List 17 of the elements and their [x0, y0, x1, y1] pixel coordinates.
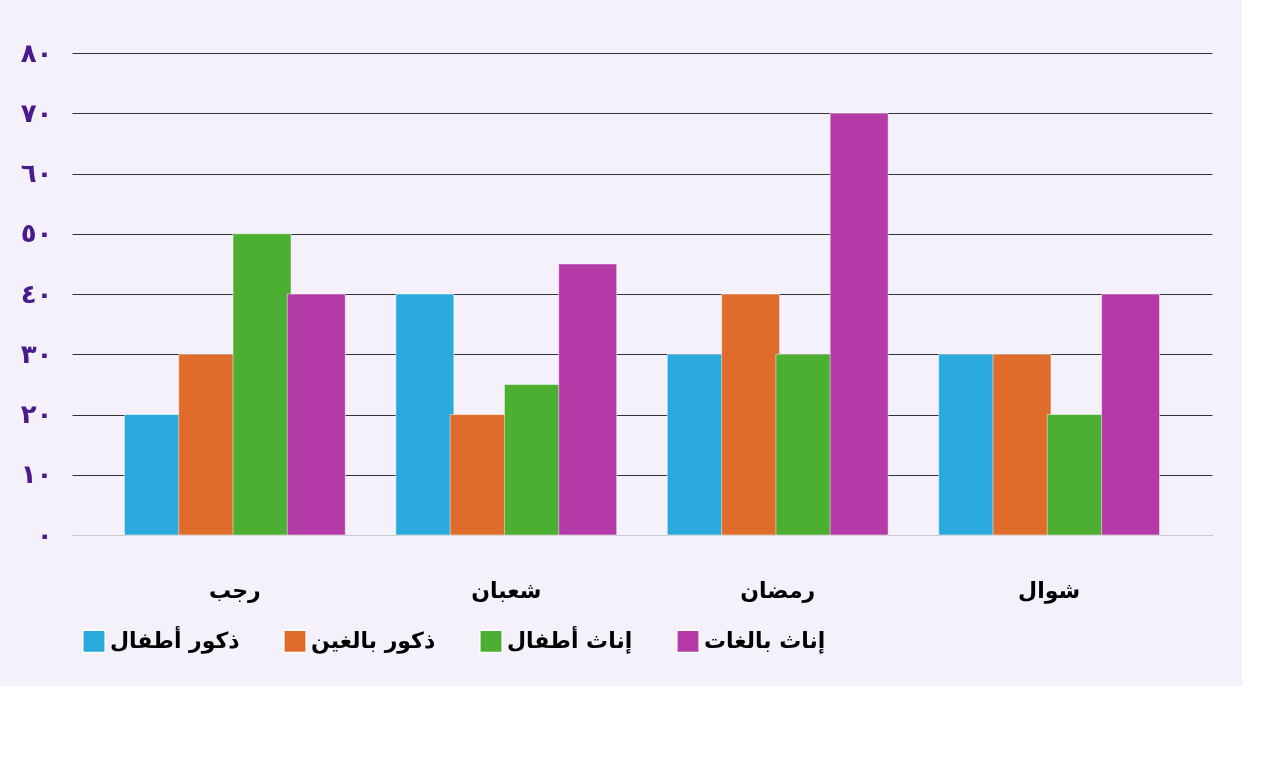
x-tick-label: رجب — [208, 577, 261, 603]
y-tick-label: ٠ — [36, 519, 53, 550]
legend-label: ذكور بالغين — [311, 628, 436, 655]
y-tick-label: ٢٠ — [20, 399, 53, 429]
y-tick-label: ٦٠ — [20, 158, 53, 188]
y-tick-label: ٥٠ — [20, 218, 53, 249]
y-tick-label: ٨٠ — [20, 37, 53, 68]
y-tick-label: ٣٠ — [20, 338, 53, 369]
x-tick-label: شعبان — [471, 577, 542, 603]
legend-label: ذكور أطفال — [110, 625, 240, 655]
x-tick-label: رمضان — [740, 577, 816, 603]
legend-label: إناث بالغات — [704, 628, 826, 655]
y-tick-label: ١٠ — [20, 459, 53, 490]
legend-label: إناث أطفال — [507, 625, 633, 655]
y-tick-label: ٧٠ — [20, 97, 53, 128]
y-tick-label: ٤٠ — [20, 278, 53, 309]
x-tick-label: شوال — [1018, 577, 1081, 604]
